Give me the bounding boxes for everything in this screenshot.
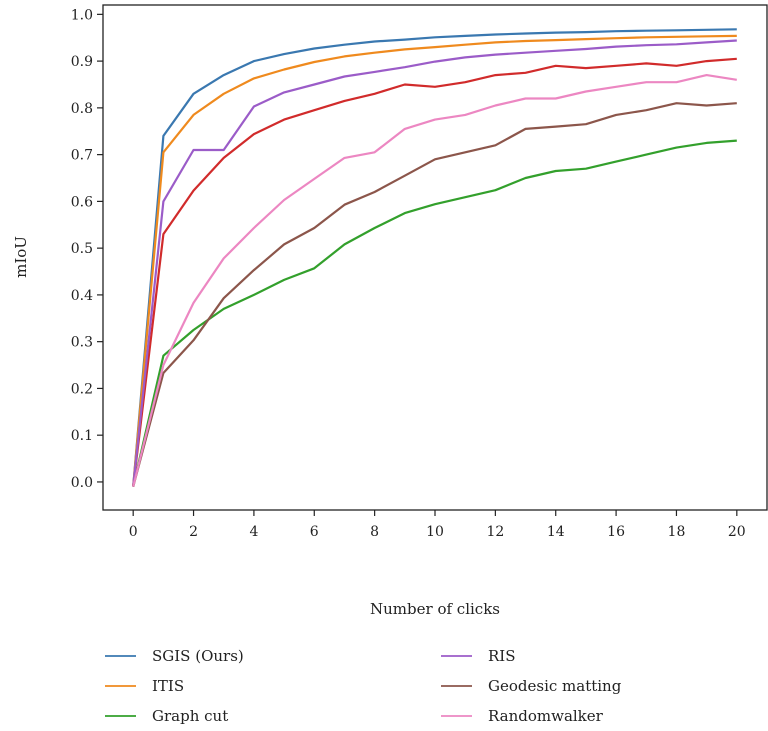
legend-label: Randomwalker (488, 707, 604, 725)
y-tick-label: 0.6 (71, 194, 93, 210)
series-line-itis (132, 34, 737, 487)
series-line-ris (132, 39, 737, 487)
legend-label: Geodesic matting (488, 677, 622, 695)
x-tick-label: 2 (189, 524, 198, 540)
y-tick-label: 0.9 (71, 54, 93, 70)
x-tick-label: 0 (129, 524, 138, 540)
plot-frame (102, 4, 768, 511)
x-tick-label: 10 (426, 524, 444, 540)
y-tick-label: 1.0 (71, 7, 93, 23)
series-line-sgis-ours (132, 28, 737, 487)
x-tick-label: 16 (607, 524, 625, 540)
x-tick-label: 18 (668, 524, 686, 540)
legend-label: ITIS (152, 677, 184, 695)
series-line-geodesic-matting (132, 102, 737, 487)
x-tick-label: 14 (547, 524, 565, 540)
x-tick-label: 8 (370, 524, 379, 540)
x-tick-label: 20 (728, 524, 746, 540)
series-line-randomwalker (132, 73, 737, 487)
legend-label: SGIS (Ours) (152, 647, 244, 665)
series-layer (132, 28, 737, 487)
y-axis: 0.0 0.1 0.2 0.3 0.4 0.5 0.6 0.7 0.8 0.9 1.0 (71, 7, 103, 491)
y-tick-label: 0.3 (71, 335, 93, 351)
x-tick-label: 6 (310, 524, 319, 540)
x-tick-label: 4 (249, 524, 258, 540)
legend-label: Graph cut (152, 707, 228, 725)
x-axis-title: Number of clicks (370, 600, 500, 618)
y-tick-label: 0.7 (71, 148, 93, 164)
y-tick-label: 0.1 (71, 428, 93, 444)
y-tick-label: 0.8 (71, 101, 93, 117)
y-tick-label: 0.4 (71, 288, 93, 304)
y-tick-label: 0.2 (71, 381, 93, 397)
legend-label: RIS (488, 647, 516, 665)
y-tick-label: 0.5 (71, 241, 93, 257)
x-axis: 0 2 4 6 8 10 12 14 16 18 20 (129, 510, 746, 540)
series-line-graph-cut (132, 139, 737, 487)
series-line-ifcn (132, 57, 737, 487)
y-tick-label: 0.0 (71, 475, 93, 491)
y-axis-title: mIoU (12, 236, 30, 278)
x-tick-label: 12 (486, 524, 504, 540)
